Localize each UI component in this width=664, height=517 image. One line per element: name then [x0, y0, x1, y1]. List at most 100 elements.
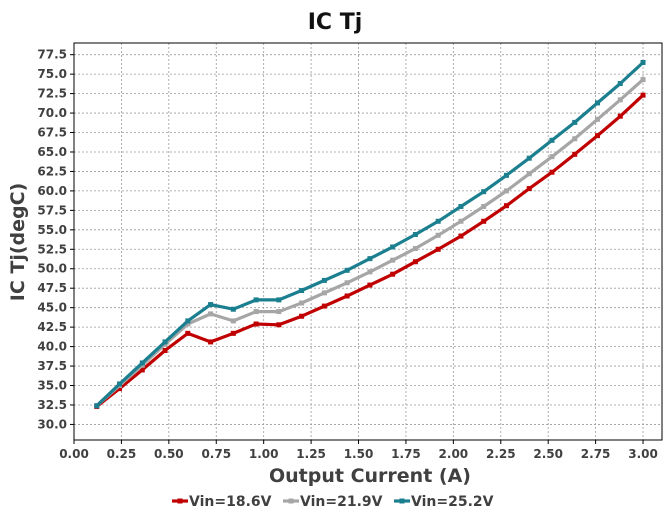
data-point [321, 303, 327, 309]
data-point [549, 169, 555, 175]
data-point [526, 155, 532, 161]
data-point [367, 256, 373, 262]
y-axis-ticks: 30.0 32.5 35.0 37.5 40.0 42.5 45.0 47.5 50.0 52.5… [37, 48, 74, 431]
x-tick-label: 1.25 [296, 447, 326, 461]
y-tick-label: 60.0 [37, 184, 67, 198]
plot-frame [73, 42, 663, 441]
data-point [503, 172, 509, 178]
data-point [253, 309, 259, 315]
data-point [640, 77, 646, 83]
data-point [321, 277, 327, 283]
data-point [617, 97, 623, 103]
series-layer [94, 59, 646, 410]
x-tick-label: 2.00 [439, 447, 469, 461]
data-point [526, 171, 532, 177]
data-point [276, 309, 282, 315]
data-point [503, 188, 509, 194]
data-point [595, 100, 601, 106]
y-tick-label: 35.0 [37, 379, 67, 393]
data-point [367, 269, 373, 275]
legend: Vin=18.6V Vin=21.9V Vin=25.2V [172, 494, 494, 510]
x-tick-label: 3.00 [628, 447, 658, 461]
data-point [572, 136, 578, 142]
legend-item: Vin=21.9V [283, 494, 383, 510]
x-tick-label: 1.00 [249, 447, 279, 461]
chart-title: IC Tj [308, 10, 363, 35]
y-tick-label: 45.0 [37, 301, 67, 315]
data-point [640, 59, 646, 65]
x-tick-label: 1.50 [344, 447, 374, 461]
series-3 [94, 59, 646, 409]
x-tick-label: 2.50 [533, 447, 563, 461]
data-point [390, 257, 396, 263]
data-point [458, 218, 464, 224]
x-axis-ticks: 0.00 0.25 0.50 0.75 1.00 1.25 1.50 1.75 2.00 2.25… [59, 440, 658, 461]
series-1 [94, 92, 646, 410]
x-tick-label: 0.00 [59, 447, 89, 461]
legend-label: Vin=18.6V [189, 494, 272, 510]
data-point [412, 246, 418, 252]
legend-item: Vin=18.6V [172, 494, 272, 510]
y-axis-title: IC Tj(degC) [7, 183, 29, 302]
data-point [526, 186, 532, 192]
data-point [344, 267, 350, 273]
legend-item: Vin=25.2V [394, 494, 494, 510]
data-point [458, 203, 464, 209]
data-point [117, 386, 123, 392]
data-point [185, 321, 191, 327]
data-point [208, 302, 214, 308]
x-tick-label: 0.50 [154, 447, 184, 461]
y-tick-label: 47.5 [37, 281, 67, 295]
y-tick-label: 30.0 [37, 417, 67, 431]
data-point [572, 119, 578, 125]
series-2 [94, 77, 646, 409]
y-tick-label: 67.5 [37, 126, 67, 140]
data-point [390, 244, 396, 250]
data-point [435, 218, 441, 224]
y-tick-label: 50.0 [37, 262, 67, 276]
data-point [230, 306, 236, 312]
data-point [390, 271, 396, 277]
y-tick-label: 65.0 [37, 145, 67, 159]
data-point [595, 133, 601, 139]
legend-marker [288, 498, 294, 504]
y-tick-label: 32.5 [37, 398, 67, 412]
data-point [253, 321, 259, 327]
y-tick-label: 72.5 [37, 87, 67, 101]
data-point [481, 189, 487, 195]
data-point [276, 322, 282, 328]
data-point [208, 339, 214, 345]
data-point [117, 381, 123, 387]
x-tick-label: 0.75 [201, 447, 231, 461]
legend-marker [399, 498, 405, 504]
data-point [503, 203, 509, 209]
data-point [481, 203, 487, 209]
data-point [230, 318, 236, 324]
x-axis-title: Output Current (A) [269, 465, 471, 487]
data-point [481, 218, 487, 224]
data-point [617, 80, 623, 86]
data-point [458, 233, 464, 239]
data-point [412, 231, 418, 237]
series-line [95, 94, 645, 408]
x-tick-label: 1.75 [391, 447, 421, 461]
data-point [276, 297, 282, 303]
x-tick-label: 2.75 [581, 447, 611, 461]
data-point [595, 116, 601, 122]
data-point [617, 113, 623, 119]
grid [73, 43, 662, 440]
y-tick-label: 57.5 [37, 203, 67, 217]
data-point [321, 290, 327, 296]
data-point [185, 330, 191, 336]
y-tick-label: 42.5 [37, 320, 67, 334]
data-point [162, 339, 168, 345]
data-point [344, 293, 350, 299]
data-point [640, 92, 646, 98]
data-point [344, 280, 350, 286]
data-point [139, 360, 145, 366]
y-tick-label: 55.0 [37, 223, 67, 237]
y-tick-label: 52.5 [37, 242, 67, 256]
x-tick-label: 0.25 [107, 447, 137, 461]
